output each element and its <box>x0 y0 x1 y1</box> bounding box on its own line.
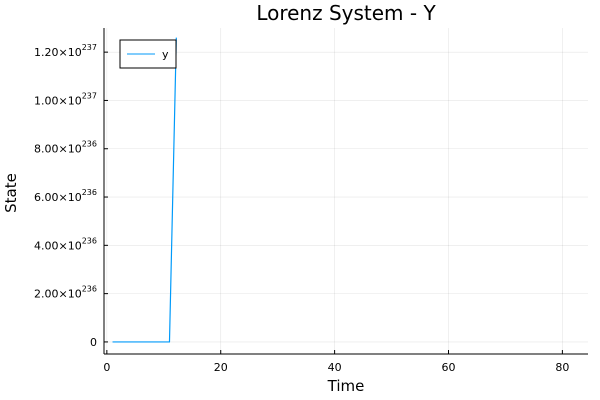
y-tick-exponent: 236 <box>82 236 97 245</box>
y-tick-exponent: 236 <box>82 188 97 197</box>
y-tick-mantissa: 6.00×10 <box>34 191 82 204</box>
x-ticks: 0 20 40 60 80 <box>103 350 569 374</box>
y-tick-exponent: 236 <box>82 140 97 149</box>
y-tick-exponent: 237 <box>82 43 97 52</box>
y-tick-label: 4.00×10236 <box>34 236 97 252</box>
y-tick-mantissa: 4.00×10 <box>34 239 82 252</box>
x-tick-label: 40 <box>328 361 342 374</box>
x-tick-label: 80 <box>555 361 569 374</box>
y-ticks: 02.00×102364.00×102366.00×102368.00×1023… <box>34 43 108 349</box>
y-tick-label: 1.20×10237 <box>34 43 97 59</box>
y-tick-exponent: 236 <box>82 285 97 294</box>
y-tick-mantissa: 2.00×10 <box>34 288 82 301</box>
x-axis-title: Time <box>327 377 365 395</box>
x-tick-label: 0 <box>103 361 110 374</box>
x-tick-label: 60 <box>441 361 455 374</box>
y-axis-title: State <box>2 173 20 213</box>
y-tick-mantissa: 1.00×10 <box>34 94 82 107</box>
y-tick-mantissa: 1.20×10 <box>34 46 82 59</box>
series-layer <box>112 37 177 343</box>
chart-title: Lorenz System - Y <box>256 1 436 25</box>
y-tick-label: 1.00×10237 <box>34 91 97 107</box>
y-tick-label: 8.00×10236 <box>34 140 97 156</box>
y-tick-mantissa: 8.00×10 <box>34 143 82 156</box>
y-tick-label: 2.00×10236 <box>34 285 97 301</box>
legend: y <box>119 39 177 69</box>
y-tick-exponent: 237 <box>82 91 97 100</box>
legend-label-y: y <box>162 48 169 61</box>
x-tick-label: 20 <box>214 361 228 374</box>
grid <box>104 28 588 354</box>
y-tick-label: 6.00×10236 <box>34 188 97 204</box>
series-line-y <box>112 37 177 343</box>
y-tick-label: 0 <box>90 336 97 349</box>
